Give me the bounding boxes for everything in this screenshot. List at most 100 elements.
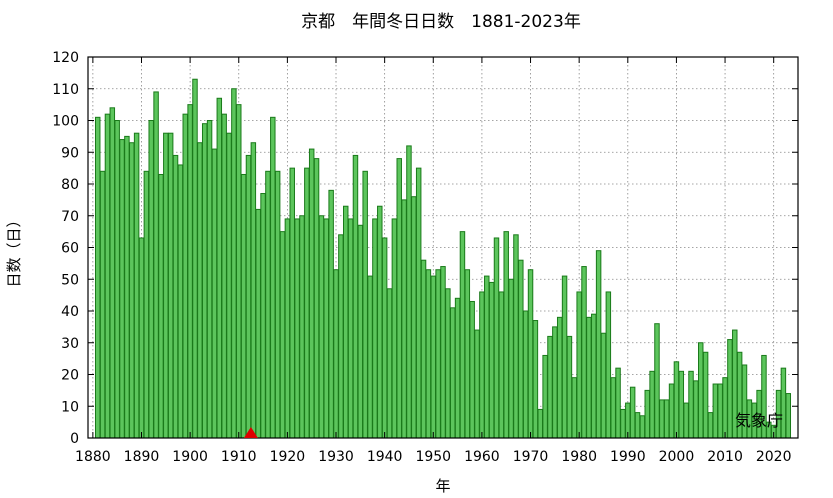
bar-1979 [571, 377, 578, 439]
bar-1982 [586, 316, 592, 439]
bar-1895 [163, 132, 169, 439]
bar-1882 [99, 170, 106, 439]
bar-1981 [581, 266, 587, 439]
bar-1957 [464, 269, 471, 439]
bar-1976 [556, 316, 563, 439]
bar-1945 [406, 145, 412, 439]
bar-2008 [712, 383, 719, 439]
y-tick-label: 0 [70, 431, 79, 447]
bar-1900 [187, 104, 193, 439]
bar-2005 [698, 342, 704, 439]
bar-2004 [693, 380, 699, 439]
bar-1952 [440, 266, 446, 439]
bar-2023 [785, 393, 792, 439]
bar-1986 [605, 291, 612, 439]
bar-1926 [313, 158, 320, 439]
bar-1943 [396, 158, 402, 439]
bar-1956 [459, 231, 466, 439]
bar-1919 [279, 231, 286, 439]
bar-1889 [133, 132, 140, 439]
bar-1883 [104, 113, 111, 439]
y-axis-tick-labels: 0 10 20 30 40 50 60 70 80 90 100 110 120 [52, 50, 79, 447]
bar-2007 [707, 412, 714, 439]
bar-1884 [109, 107, 116, 439]
chart-title: 京都 年間冬日日数 1881-2023年 [301, 12, 581, 32]
x-tick-label: 1930 [318, 449, 354, 465]
red-triangle-marker [243, 427, 258, 438]
axis-ticks [88, 56, 798, 439]
x-tick-label: 2020 [756, 449, 792, 465]
bar-1958 [469, 300, 475, 439]
bar-1938 [372, 218, 378, 439]
bar-1916 [265, 170, 271, 439]
bar-1989 [620, 408, 626, 439]
bar-1908 [226, 132, 232, 439]
bar-1923 [299, 215, 305, 439]
bar-1917 [270, 116, 276, 439]
bar-1904 [206, 120, 213, 439]
bar-1991 [629, 386, 636, 439]
credit-label: 気象庁 [735, 411, 783, 430]
bar-1960 [479, 291, 485, 439]
bar-1967 [513, 234, 519, 439]
bar-1929 [328, 189, 334, 439]
bar-1910 [236, 104, 242, 439]
bar-1964 [498, 291, 505, 439]
bar-1902 [197, 142, 203, 439]
bar-1972 [537, 408, 543, 439]
bar-1930 [333, 269, 339, 439]
bar-1934 [352, 154, 359, 439]
y-tick-label: 70 [61, 209, 79, 225]
bar-1921 [289, 167, 295, 439]
y-tick-label: 20 [61, 368, 79, 384]
bar-1896 [167, 132, 174, 439]
bar-1944 [401, 199, 407, 439]
x-tick-label: 1950 [415, 449, 451, 465]
bar-1881 [94, 116, 101, 439]
bar-2000 [673, 361, 680, 439]
y-tick-label: 110 [52, 82, 79, 98]
bar-1988 [615, 367, 621, 439]
y-tick-label: 50 [61, 272, 79, 288]
y-tick-label: 120 [52, 50, 79, 66]
bar-1962 [488, 281, 495, 439]
bar-2003 [688, 370, 694, 439]
bar-1893 [153, 91, 159, 439]
x-tick-label: 1940 [367, 449, 403, 465]
bar-1942 [391, 218, 398, 439]
bar-1966 [508, 278, 514, 439]
bar-1973 [542, 354, 548, 439]
bar-1983 [591, 313, 597, 439]
bar-1994 [644, 389, 650, 439]
bar-1984 [595, 250, 602, 439]
bar-1992 [634, 412, 641, 439]
y-axis-title: 日数（日） [5, 212, 23, 287]
bar-1993 [639, 415, 646, 439]
bar-2010 [722, 377, 728, 439]
y-tick-label: 80 [61, 177, 79, 193]
bar-1935 [357, 224, 364, 439]
bar-1936 [362, 170, 368, 439]
bar-1906 [216, 97, 223, 439]
x-tick-label: 1970 [513, 449, 549, 465]
bar-2009 [717, 383, 723, 439]
bar-1928 [323, 218, 330, 439]
bar-1886 [119, 139, 125, 439]
bar-1969 [522, 310, 529, 439]
bar-1965 [503, 231, 509, 439]
bar-1941 [386, 288, 393, 439]
bar-1998 [663, 399, 670, 439]
bar-1968 [518, 259, 524, 439]
x-tick-label: 1900 [172, 449, 208, 465]
x-tick-label: 1910 [221, 449, 257, 465]
bar-1892 [148, 120, 154, 439]
bar-2001 [678, 370, 685, 439]
x-tick-label: 1920 [270, 449, 306, 465]
bar-1914 [255, 208, 261, 439]
bar-1995 [649, 370, 655, 439]
y-tick-label: 100 [52, 114, 79, 130]
bar-2011 [727, 339, 733, 439]
bar-1920 [284, 218, 291, 439]
bar-1913 [250, 142, 257, 439]
bar-1925 [308, 148, 315, 439]
